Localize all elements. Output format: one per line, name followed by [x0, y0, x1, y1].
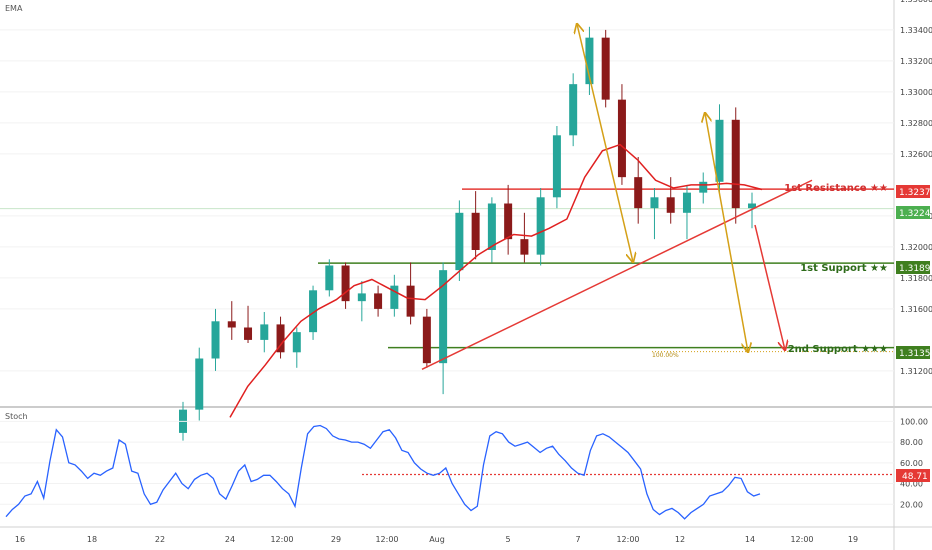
candle-body [487, 203, 496, 250]
y-tick-label: 1.33000 [900, 88, 932, 97]
candle-body [390, 285, 399, 309]
support-1-label: 1st Support ★★ [800, 263, 888, 274]
x-tick-label: 12:00 [616, 535, 639, 544]
candle-body [504, 203, 513, 240]
x-tick-label: 12:00 [790, 535, 813, 544]
x-tick-label: 12 [675, 535, 685, 544]
x-tick-label: 24 [225, 535, 235, 544]
candle-body [536, 197, 545, 255]
candle-body [341, 265, 350, 302]
measured-move-arrow-2 [705, 113, 748, 352]
stoch-value-tag: 48.71 [896, 469, 930, 482]
stoch-y-tick-label: 40.00 [900, 480, 923, 489]
candle-body [309, 290, 318, 333]
fib-level-label: 100.00% [652, 352, 679, 359]
y-tick-label: 1.33200 [900, 57, 932, 66]
x-tick-label: 12:00 [375, 535, 398, 544]
ema-line [229, 143, 763, 418]
stoch-y-tick-label: 100.00 [900, 417, 928, 426]
candle-body [650, 197, 659, 209]
candle-body [292, 332, 301, 353]
x-tick-label: Aug [429, 535, 445, 544]
bearish-projection-arrow [754, 224, 785, 350]
x-tick-label: 29 [331, 535, 341, 544]
y-tick-label: 1.31600 [900, 305, 932, 314]
svg-text:48.71: 48.71 [902, 472, 928, 482]
measured-move-arrow-1 [577, 24, 633, 262]
support-1-price-tag: 1.31895 [896, 261, 932, 274]
support-2-label: 2nd Support ★★★ [788, 344, 888, 355]
x-tick-label: 7 [575, 535, 580, 544]
candle-body [422, 316, 431, 364]
candle-body [666, 197, 675, 213]
x-tick-label: 16 [15, 535, 25, 544]
candle-body [552, 135, 561, 198]
y-tick-label: 1.33400 [900, 26, 932, 35]
time-axis-labels: 16 18 22 24 12:00 29 12:00 Aug 5 7 12:00 12 14 12:00 1… [15, 535, 858, 544]
y-tick-label: 1.32600 [900, 150, 932, 159]
candle-body [357, 293, 366, 302]
candle-body [374, 293, 383, 309]
candle-body [699, 181, 708, 193]
main-indicator-title: EMA [5, 4, 23, 13]
candle-body [601, 37, 610, 100]
stochastic-panel: 100.00 80.00 60.00 40.00 20.00 [0, 417, 928, 520]
x-tick-label: 12:00 [270, 535, 293, 544]
candle-body [325, 265, 334, 291]
svg-text:1.31350: 1.31350 [899, 349, 932, 359]
y-tick-label: 1.33600 [900, 0, 932, 4]
candle-body [471, 212, 480, 250]
annotation-arrows [421, 24, 813, 371]
candle-body [227, 321, 236, 328]
candle-body [682, 192, 691, 213]
candle-body [520, 239, 529, 255]
ema-line-group [229, 143, 763, 418]
y-tick-label: 1.32800 [900, 119, 932, 128]
x-tick-label: 18 [87, 535, 97, 544]
candle-body [406, 285, 415, 317]
candle-body [617, 99, 626, 178]
y-tick-label: 1.31800 [900, 274, 932, 283]
x-tick-label: 22 [155, 535, 165, 544]
x-tick-label: 14 [745, 535, 755, 544]
svg-text:1.32247: 1.32247 [899, 209, 932, 219]
candle-body [634, 177, 643, 209]
x-tick-label: 5 [505, 535, 510, 544]
stoch-y-tick-label: 80.00 [900, 438, 923, 447]
candle-body [569, 84, 578, 136]
stoch-line [5, 424, 761, 520]
candle-body [715, 119, 724, 182]
oscillator-indicator-title: Stoch [5, 412, 28, 421]
candle-body [211, 321, 220, 359]
current-price-tag: 1.32247 [896, 206, 932, 219]
y-tick-label: 1.32000 [900, 243, 932, 252]
resistance-level-label: 1st Resistance ★★ [784, 183, 888, 194]
stoch-y-tick-label: 60.00 [900, 459, 923, 468]
candle-body [439, 270, 448, 364]
support-2-price-tag: 1.31350 [896, 346, 932, 359]
stoch-y-tick-label: 20.00 [900, 500, 923, 509]
candle-body [731, 119, 740, 209]
resistance-price-tag: 1.32373 [896, 185, 932, 198]
candle-body [455, 212, 464, 271]
candle-body [244, 327, 253, 340]
candle-body [260, 324, 269, 340]
candle-body [276, 324, 285, 353]
svg-text:1.32373: 1.32373 [899, 188, 932, 198]
y-tick-label: 1.31200 [900, 367, 932, 376]
candle-body [195, 358, 204, 410]
x-tick-label: 19 [848, 535, 858, 544]
svg-text:1.31895: 1.31895 [899, 264, 932, 274]
